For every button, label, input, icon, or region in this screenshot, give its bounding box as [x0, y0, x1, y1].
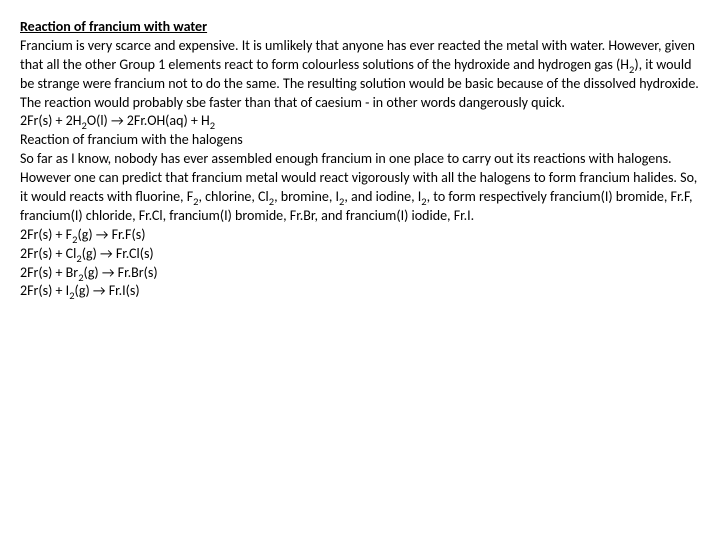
- equation-2b: (g) → Fr.F(s): [77, 226, 145, 243]
- equation-3a: 2Fr(s) + Cl: [20, 245, 76, 262]
- equation-1b: O(l) → 2Fr.OH(aq) + H: [87, 112, 210, 129]
- equation-1a: 2Fr(s) + 2H: [20, 112, 82, 129]
- subscript: 2: [210, 119, 215, 132]
- paragraph-2d: , and iodine, I: [344, 188, 421, 205]
- equation-5a: 2Fr(s) + I: [20, 282, 69, 299]
- paragraph-2b: , chlorine, Cl: [198, 188, 268, 205]
- equation-4b: (g) → Fr.Br(s): [84, 264, 158, 281]
- equation-4a: 2Fr(s) + Br: [20, 264, 78, 281]
- heading-2: Reaction of francium with the halogens: [20, 131, 700, 150]
- paragraph-1a: Francium is very scarce and expensive. I…: [20, 37, 695, 73]
- equation-2a: 2Fr(s) + F: [20, 226, 72, 243]
- equation-5b: (g) → Fr.I(s): [75, 282, 140, 299]
- section-title: Reaction of francium with water: [20, 18, 207, 35]
- equation-3b: (g) → Fr.Cl(s): [82, 245, 154, 262]
- paragraph-2c: , bromine, I: [274, 188, 339, 205]
